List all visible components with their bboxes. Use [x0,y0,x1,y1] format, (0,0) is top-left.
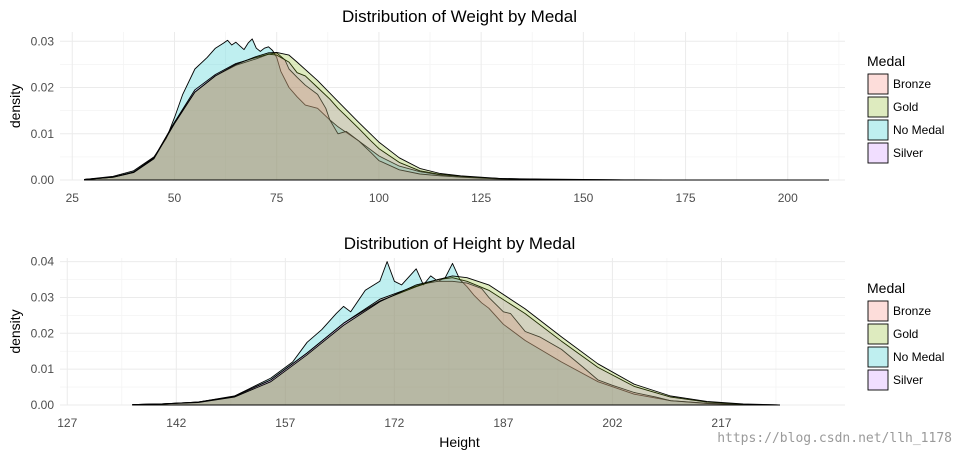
legend-label: No Medal [893,123,944,137]
legend-key-silver [867,142,889,164]
x-tick-label: 202 [602,416,622,430]
legend-label: Gold [893,100,918,114]
density-area-silver [132,277,781,406]
x-tick-label: 157 [275,416,295,430]
legend-key-gold [867,96,889,118]
x-tick-label: 172 [384,416,404,430]
weight-legend: Medal Bronze Gold No Medal Silver [867,53,944,164]
y-tick-label: 0.02 [31,326,55,340]
legend-key-silver [867,369,889,391]
y-tick-label: 0.00 [31,398,55,412]
x-tick-label: 187 [493,416,513,430]
weight-panel: 25 50 75 100 125 150 175 200 0.00 0.01 0.02 0.03 Dis… [7,7,944,205]
legend-key-no-medal [867,346,889,368]
x-tick-label: 25 [66,191,80,205]
legend-label: Silver [893,146,923,160]
y-tick-label: 0.01 [31,127,55,141]
legend-key-gold [867,323,889,345]
density-area-gold [84,51,830,181]
x-tick-label: 50 [168,191,182,205]
x-tick-label: 127 [57,416,77,430]
chart-title: Distribution of Weight by Medal [342,7,577,26]
x-tick-label: 125 [471,191,491,205]
y-tick-label: 0.04 [31,255,55,269]
y-tick-label: 0.03 [31,290,55,304]
height-legend: Medal Bronze Gold No Medal Silver [867,280,944,391]
x-tick-label: 142 [166,416,186,430]
density-area-gold [132,275,781,406]
weight-gridlines [60,32,845,181]
x-tick-label: 150 [573,191,593,205]
x-tick-label: 175 [676,191,696,205]
legend-title: Medal [867,53,905,69]
chart-title: Distribution of Height by Medal [344,234,576,253]
legend-label: Silver [893,373,923,387]
y-tick-label: 0.03 [31,34,55,48]
y-tick-label: 0.02 [31,81,55,95]
height-panel: 127 142 157 172 187 202 217 0.00 0.01 0.02 0.03 0.0… [7,234,944,450]
x-axis-label: Height [439,434,480,450]
legend-key-bronze [867,300,889,322]
x-tick-label: 217 [711,416,731,430]
density-area-no-medal [132,261,781,406]
y-tick-label: 0.00 [31,173,55,187]
height-density-areas [132,261,781,406]
y-axis-label: density [7,309,23,353]
legend-label: Bronze [893,304,931,318]
x-tick-label: 75 [270,191,284,205]
legend-key-no-medal [867,119,889,141]
y-tick-label: 0.01 [31,362,55,376]
legend-label: No Medal [893,350,944,364]
legend-label: Gold [893,327,918,341]
y-axis-label: density [7,84,23,128]
legend-label: Bronze [893,77,931,91]
legend-key-bronze [867,73,889,95]
x-tick-label: 200 [778,191,798,205]
height-gridlines [60,258,845,406]
legend-title: Medal [867,280,905,296]
x-tick-label: 100 [369,191,389,205]
watermark: https://blog.csdn.net/llh_1178 [717,431,952,446]
weight-density-areas [84,38,830,181]
